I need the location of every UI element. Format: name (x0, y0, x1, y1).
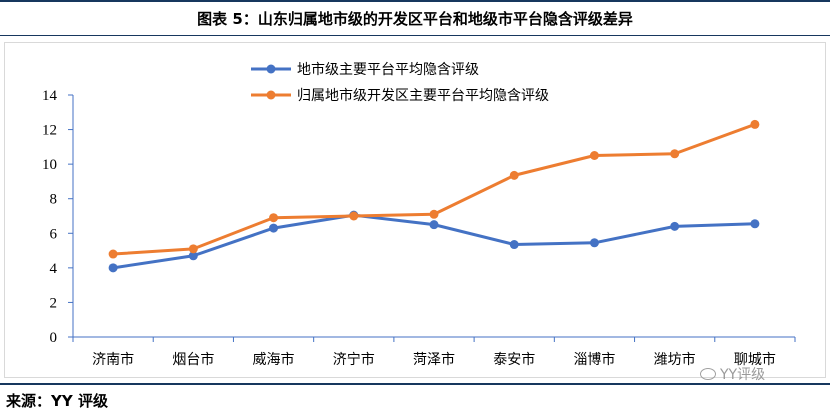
data-point-series-1 (108, 263, 118, 273)
data-point-series-2 (349, 211, 359, 221)
figure-title-bar: 图表 5：山东归属地市级的开发区平台和地级市平台隐含评级差异 (0, 0, 830, 36)
y-tick-label: 12 (42, 123, 57, 139)
legend-swatch-marker (266, 64, 276, 74)
figure-footer: 来源：YY 评级 (0, 383, 830, 415)
data-point-series-1 (589, 238, 599, 248)
data-point-series-2 (108, 249, 118, 259)
legend-label: 地市级主要平台平均隐含评级 (297, 61, 479, 78)
y-tick-label: 14 (42, 88, 58, 104)
x-tick-label: 菏泽市 (413, 351, 455, 368)
data-point-series-2 (509, 170, 519, 180)
data-point-series-1 (269, 223, 279, 233)
data-point-series-2 (670, 149, 680, 159)
x-tick-label: 淄博市 (573, 351, 615, 368)
data-point-series-2 (269, 213, 279, 223)
wechat-icon (700, 368, 716, 380)
y-tick-label: 8 (50, 192, 58, 208)
data-point-series-1 (750, 219, 760, 229)
x-tick-label: 潍坊市 (654, 351, 696, 368)
legend-label: 归属地市级开发区主要平台平均隐含评级 (297, 87, 549, 104)
x-tick-label: 烟台市 (172, 351, 214, 368)
line-chart: 0 2 4 6 8 10 12 14 济南市 烟台市 威海市 济宁市 菏泽市 泰安市 淄博市 潍坊市 聊城市 地市… (42, 61, 796, 368)
data-point-series-2 (750, 119, 760, 129)
figure-title: 图表 5：山东归属地市级的开发区平台和地级市平台隐含评级差异 (197, 10, 633, 28)
x-tick-label: 济宁市 (333, 351, 375, 368)
data-point-series-1 (429, 220, 439, 230)
y-tick-label: 6 (50, 226, 58, 242)
y-tick-label: 0 (50, 330, 58, 346)
y-tick-label: 2 (50, 295, 58, 311)
legend-swatch-marker (266, 90, 276, 100)
chart-frame: 0 2 4 6 8 10 12 14 济南市 烟台市 威海市 济宁市 菏泽市 泰安市 淄博市 潍坊市 聊城市 地市… (4, 42, 826, 378)
x-tick-label: 济南市 (92, 351, 134, 368)
data-point-series-2 (589, 151, 599, 160)
x-tick-label: 聊城市 (734, 351, 776, 368)
data-point-series-1 (670, 221, 680, 231)
data-point-series-1 (509, 240, 519, 250)
watermark: YY评级 (700, 364, 765, 384)
y-tick-label: 10 (42, 157, 57, 173)
data-point-series-1 (188, 251, 198, 261)
x-tick-label: 威海市 (253, 351, 295, 368)
x-tick-label: 泰安市 (493, 351, 535, 368)
data-point-series-2 (429, 209, 439, 219)
series-line-2 (113, 122, 756, 256)
source-note: 来源：YY 评级 (6, 392, 108, 410)
y-tick-label: 4 (50, 261, 58, 277)
watermark-text: YY评级 (720, 367, 766, 383)
data-point-series-2 (188, 244, 198, 254)
